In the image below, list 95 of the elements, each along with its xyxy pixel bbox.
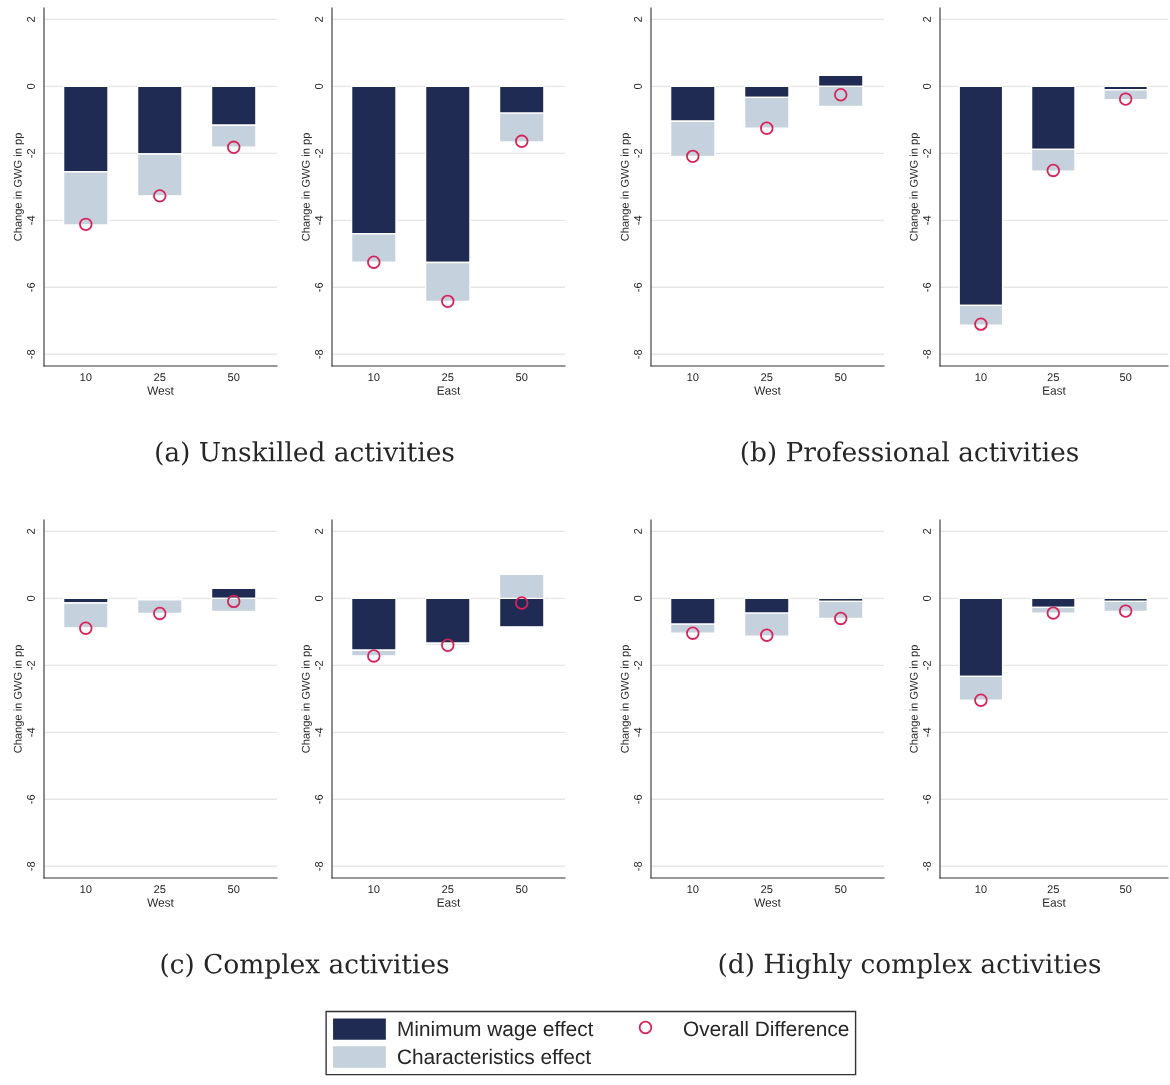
- y-tick-label: -6: [26, 282, 35, 292]
- y-tick-label: -2: [922, 148, 931, 158]
- legend-label: Overall Difference: [683, 1020, 849, 1037]
- y-tick-label: -8: [26, 861, 35, 871]
- x-axis-title: West: [754, 898, 781, 907]
- y-tick-label: 2: [314, 16, 323, 22]
- x-tick-label: 50: [515, 885, 528, 894]
- x-tick-label: 50: [1119, 885, 1132, 894]
- x-axis-title: West: [147, 898, 174, 907]
- y-tick-label: -8: [633, 861, 642, 871]
- y-tick-label: -8: [922, 349, 931, 359]
- y-tick-label: -6: [314, 282, 323, 292]
- y-tick-label: -4: [923, 215, 931, 225]
- y-tick-label: -4: [27, 727, 35, 737]
- x-tick-label: 10: [975, 373, 987, 382]
- y-tick-label: 2: [922, 16, 931, 22]
- y-tick-label: -8: [26, 349, 35, 359]
- y-tick-label: 0: [314, 83, 323, 90]
- y-tick-label: -6: [633, 282, 642, 292]
- text: (c) Complex activities: [161, 953, 449, 979]
- x-tick-label: 50: [227, 373, 240, 382]
- x-tick-label: 50: [834, 373, 847, 382]
- y-tick-label: -8: [314, 861, 323, 871]
- y-axis-title: Change in GWG in pp: [620, 133, 631, 241]
- x-tick-label: 10: [975, 885, 987, 894]
- y-tick-label: -6: [922, 282, 931, 292]
- y-tick-label: -2: [314, 660, 323, 670]
- legend-label: Characteristics effect: [398, 1048, 591, 1065]
- y-tick-label: 2: [26, 16, 35, 22]
- x-tick-label: 25: [154, 373, 166, 382]
- y-tick-label: 0: [922, 83, 931, 90]
- x-tick-label: 10: [687, 885, 699, 894]
- y-tick-label: -4: [923, 727, 931, 737]
- y-axis-title: Change in GWG in pp: [909, 133, 920, 241]
- x-tick-label: 10: [368, 373, 380, 382]
- x-tick-label: 50: [1119, 373, 1132, 382]
- text: (d) Highly complex activities: [719, 953, 1101, 979]
- x-tick-label: 10: [80, 885, 92, 894]
- legend-label: Minimum wage effect: [398, 1020, 594, 1041]
- y-tick-label: -4: [634, 727, 642, 737]
- x-tick-label: 25: [1047, 373, 1059, 382]
- y-tick-label: 2: [26, 528, 35, 534]
- y-axis-title: Change in GWG in pp: [13, 645, 24, 753]
- y-tick-label: -8: [633, 349, 642, 359]
- x-axis-title: East: [437, 898, 461, 907]
- x-tick-label: 25: [154, 885, 166, 894]
- y-tick-label: -2: [314, 148, 323, 158]
- x-axis-title: East: [1043, 386, 1066, 395]
- x-tick-label: 10: [368, 885, 380, 894]
- x-tick-label: 50: [227, 885, 240, 894]
- y-tick-label: -4: [27, 215, 35, 225]
- y-axis-title: Change in GWG in pp: [301, 645, 312, 753]
- x-tick-label: 10: [687, 373, 699, 382]
- y-tick-label: -6: [314, 794, 323, 804]
- y-tick-label: 2: [314, 528, 323, 534]
- x-axis-title: West: [754, 386, 781, 395]
- y-tick-label: -4: [315, 215, 323, 225]
- x-tick-label: 25: [761, 373, 773, 382]
- y-tick-label: 0: [633, 595, 642, 602]
- y-tick-label: -6: [633, 794, 642, 804]
- x-tick-label: 25: [442, 885, 454, 894]
- x-tick-label: 25: [761, 885, 773, 894]
- y-tick-label: 0: [633, 83, 642, 90]
- x-axis-title: East: [437, 386, 461, 395]
- y-axis-title: Change in GWG in pp: [909, 645, 920, 753]
- y-tick-label: 0: [922, 595, 931, 602]
- y-axis-title: Change in GWG in pp: [301, 133, 312, 241]
- y-tick-label: 2: [633, 16, 642, 22]
- x-tick-label: 50: [834, 885, 847, 894]
- y-tick-label: -2: [26, 148, 35, 158]
- x-tick-label: 50: [515, 373, 528, 382]
- x-axis-title: West: [147, 386, 174, 395]
- y-axis-title: Change in GWG in pp: [620, 645, 631, 753]
- y-tick-label: -2: [633, 660, 642, 670]
- x-tick-label: 10: [80, 373, 92, 382]
- y-tick-label: -8: [922, 861, 931, 871]
- y-tick-label: -8: [314, 349, 323, 359]
- y-tick-label: -4: [315, 727, 323, 737]
- y-tick-label: -6: [922, 794, 931, 804]
- x-axis-title: East: [1043, 898, 1066, 907]
- y-tick-label: -2: [26, 660, 35, 670]
- text: (b) Professional activities: [741, 441, 1078, 466]
- y-tick-label: 2: [633, 528, 642, 534]
- y-tick-label: -2: [633, 148, 642, 158]
- text: (a) Unskilled activities: [156, 441, 454, 466]
- y-tick-label: -4: [634, 215, 642, 225]
- x-tick-label: 25: [1047, 885, 1059, 894]
- y-tick-label: 2: [922, 528, 931, 534]
- y-tick-label: 0: [26, 83, 35, 90]
- y-axis-title: Change in GWG in pp: [13, 133, 24, 241]
- y-tick-label: 0: [26, 595, 35, 602]
- y-tick-label: -6: [26, 794, 35, 804]
- y-tick-label: 0: [314, 595, 323, 602]
- x-tick-label: 25: [442, 373, 454, 382]
- y-tick-label: -2: [922, 660, 931, 670]
